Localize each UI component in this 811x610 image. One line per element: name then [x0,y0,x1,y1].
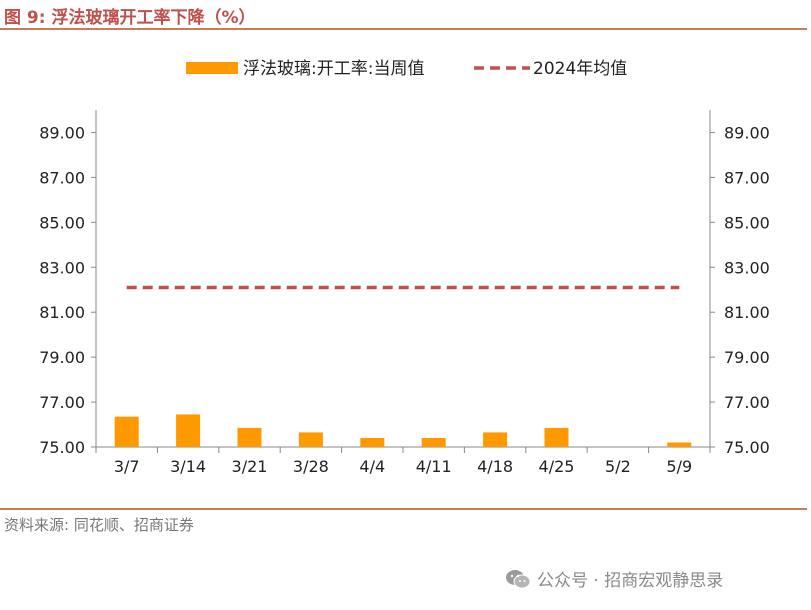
x-tick-label: 3/7 [114,457,140,476]
y-tick-label-right: 75.00 [724,438,770,457]
x-tick-label: 4/11 [416,457,452,476]
bar [421,438,446,447]
y-tick-label-left: 87.00 [39,168,85,187]
legend-label-line: 2024年均值 [533,59,627,79]
x-tick-label: 5/2 [605,457,631,476]
y-tick-label-left: 79.00 [39,348,85,367]
x-tick-label: 3/21 [232,457,268,476]
bar [483,432,508,447]
y-tick-label-right: 77.00 [724,393,770,412]
wechat-icon [506,569,531,588]
watermark-text: 公众号 · 招商宏观静思录 [537,571,724,591]
y-tick-label-right: 87.00 [724,168,770,187]
x-tick-label: 3/14 [170,457,206,476]
legend-label-bar: 浮法玻璃:开工率:当周值 [243,59,424,79]
bar [360,438,385,447]
x-tick-label: 5/9 [666,457,692,476]
y-tick-label-right: 81.00 [724,303,770,322]
y-tick-label-left: 85.00 [39,213,85,232]
y-tick-label-left: 81.00 [39,303,85,322]
watermark: 公众号 · 招商宏观静思录 [505,566,723,591]
title-rule [0,28,807,30]
y-tick-label-right: 85.00 [724,213,770,232]
y-tick-label-right: 79.00 [724,348,770,367]
bar [667,442,692,447]
y-tick-label-left: 75.00 [39,438,85,457]
bar [544,427,569,447]
legend-swatch-bar [186,62,238,74]
source-rule [0,508,807,510]
bar-chart: 75.00 77.00 79.00 81.00 83.00 85.00 87.00 89.00… [39,59,770,476]
bar [298,432,323,447]
bar [176,414,201,447]
y-tick-label-right: 83.00 [724,258,770,277]
figure-title: 图 9: 浮法玻璃开工率下降（%） [4,8,256,28]
y-tick-label-left: 77.00 [39,393,85,412]
x-tick-label: 4/4 [359,457,385,476]
x-tick-label: 4/25 [539,457,575,476]
bar [237,427,262,447]
bar [114,416,139,447]
y-tick-label-right: 89.00 [724,123,770,142]
y-tick-label-left: 83.00 [39,258,85,277]
source-note: 资料来源: 同花顺、招商证券 [4,516,194,534]
y-tick-label-left: 89.00 [39,123,85,142]
x-tick-label: 3/28 [293,457,329,476]
x-tick-label: 4/18 [477,457,513,476]
